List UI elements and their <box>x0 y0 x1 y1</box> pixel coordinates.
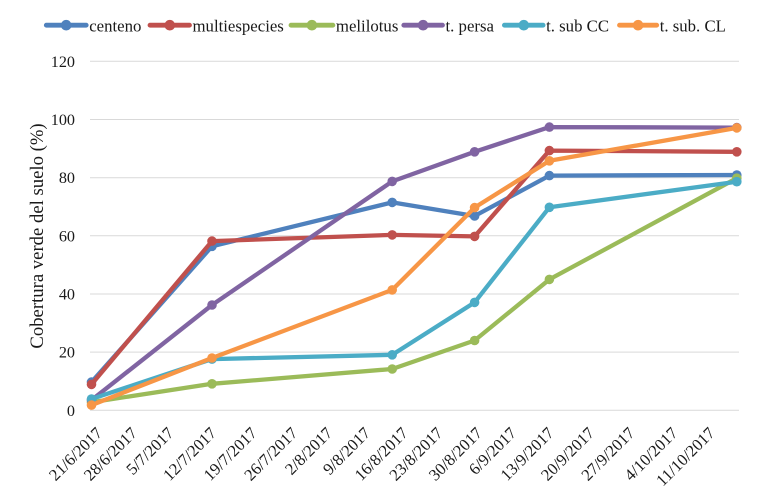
svg-text:t. persa: t. persa <box>446 17 495 36</box>
svg-text:40: 40 <box>59 286 75 304</box>
svg-text:t. sub CC: t. sub CC <box>546 17 609 36</box>
svg-text:centeno: centeno <box>89 17 141 36</box>
svg-text:60: 60 <box>59 227 75 245</box>
svg-text:120: 120 <box>51 53 75 71</box>
svg-text:Cobertura verde del suelo (%): Cobertura verde del suelo (%) <box>27 123 48 348</box>
svg-text:80: 80 <box>59 169 75 187</box>
svg-text:0: 0 <box>67 402 75 420</box>
svg-text:multiespecies: multiespecies <box>193 17 284 36</box>
svg-text:20: 20 <box>59 344 75 362</box>
svg-text:100: 100 <box>51 111 75 129</box>
svg-text:t. sub. CL: t. sub. CL <box>660 17 726 36</box>
svg-text:melilotus: melilotus <box>336 17 398 36</box>
